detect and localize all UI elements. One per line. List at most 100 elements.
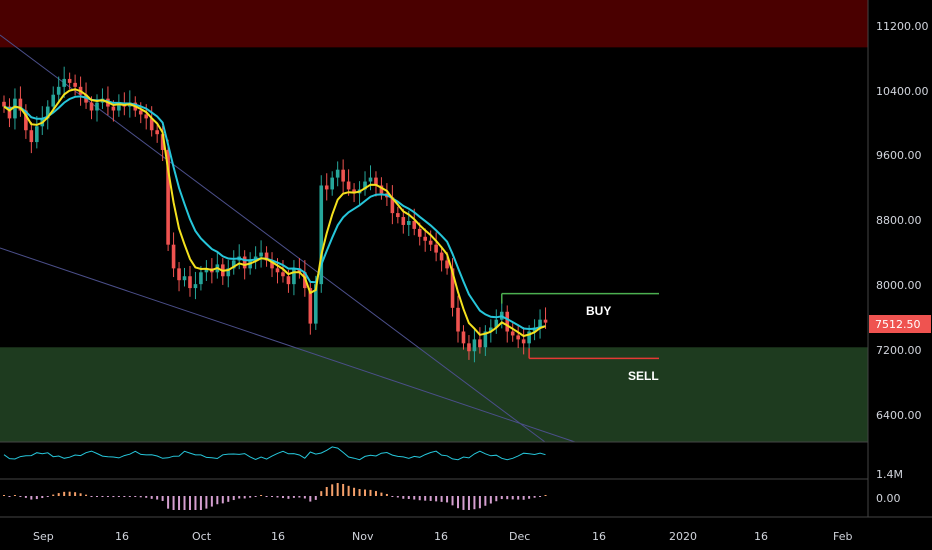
candle-body [494, 319, 499, 328]
histogram-bar [544, 495, 547, 496]
candle-body [456, 307, 460, 332]
histogram-bar [161, 496, 164, 501]
time-tick: 16 [754, 530, 768, 543]
candle-body [319, 185, 324, 285]
candle-body [406, 221, 411, 225]
histogram-bar [309, 496, 312, 502]
histogram-bar [117, 496, 120, 497]
candle-body [390, 197, 395, 214]
histogram-bar [183, 496, 186, 510]
histogram-bar [511, 496, 514, 500]
histogram-bar [369, 489, 372, 496]
candle-body [253, 256, 258, 261]
histogram-bar [24, 496, 27, 498]
histogram-bar [467, 496, 470, 510]
histogram-bar [52, 494, 55, 496]
candle-body [138, 110, 143, 115]
histogram-bar [112, 496, 115, 498]
candle-body [242, 256, 247, 269]
candle-body [155, 130, 159, 135]
histogram-bar [210, 496, 213, 507]
histogram-bar [265, 496, 268, 497]
histogram-bar [429, 496, 432, 501]
histogram-bar [221, 496, 224, 504]
histogram-bar [13, 495, 16, 496]
candle-body [275, 268, 280, 273]
histogram-bar [101, 496, 104, 497]
histogram-bar [533, 496, 536, 498]
price-tick: 9600.00 [876, 149, 922, 162]
histogram-bar [506, 496, 509, 500]
histogram-bar [473, 496, 476, 510]
time-tick: 16 [115, 530, 129, 543]
histogram-bar [172, 496, 175, 510]
candle-body [478, 339, 482, 348]
buy-label: BUY [586, 304, 611, 318]
candle-body [56, 86, 61, 95]
candle-body [95, 102, 99, 111]
histogram-bar [347, 485, 350, 496]
histogram-bar [95, 496, 98, 497]
candle-body [67, 78, 72, 83]
candle-body [13, 98, 17, 119]
candle-body [264, 252, 269, 261]
candle-body [166, 149, 170, 245]
candle-body [363, 181, 367, 190]
current-price-value: 7512.50 [875, 318, 921, 331]
histogram-bar [325, 486, 328, 496]
candle-body [204, 268, 209, 273]
candle-body [292, 268, 296, 285]
histogram-bar [106, 496, 109, 497]
candle-body [335, 169, 340, 178]
histogram-bar [205, 496, 208, 509]
histogram-bar [8, 496, 11, 497]
histogram-bar [407, 496, 410, 499]
histogram-bar [402, 496, 405, 499]
histogram-bar [435, 496, 438, 502]
candle-body [379, 185, 384, 194]
histogram-bar [68, 491, 71, 496]
ema-fast-line [3, 88, 546, 338]
candle-body [324, 185, 329, 190]
histogram-bar [292, 496, 295, 498]
histogram-bar [271, 496, 274, 497]
price-axis[interactable]: 11200.00 10400.00 9600.00 8800.00 8000.0… [869, 20, 931, 422]
time-tick: 16 [434, 530, 448, 543]
candle-body [346, 181, 351, 190]
histogram-bar [418, 496, 421, 501]
time-axis[interactable]: Sep 16 Oct 16 Nov 16 Dec 16 2020 16 Feb [33, 530, 852, 543]
histogram-bar [79, 493, 82, 496]
candle-body [89, 102, 94, 111]
oscillator-axis-tick: 0.00 [876, 492, 901, 505]
candle-body [467, 343, 471, 352]
histogram-bar [90, 496, 93, 497]
histogram-bar [41, 496, 44, 499]
histogram-bar [232, 496, 235, 501]
price-tick: 8000.00 [876, 279, 922, 292]
histogram-bar [254, 496, 257, 497]
candle-body [7, 106, 12, 119]
candle-body [341, 169, 345, 182]
histogram-bar [85, 494, 88, 496]
histogram-bar [364, 489, 367, 496]
histogram-bar [380, 492, 383, 496]
histogram-bar [145, 496, 148, 498]
candle-body [401, 217, 406, 225]
candle-body [51, 94, 56, 107]
histogram-bar [528, 496, 531, 499]
histogram-bar [358, 489, 361, 496]
histogram-bar [30, 496, 33, 500]
candle-body [516, 335, 520, 340]
candle-body [330, 177, 334, 190]
candle-body [417, 228, 422, 237]
histogram-bar [249, 496, 252, 498]
histogram-bar [298, 496, 301, 498]
histogram-bar [374, 491, 377, 496]
candle-body [461, 331, 466, 344]
candle-body [188, 276, 192, 289]
candle-body [505, 311, 510, 332]
resistance-zone [0, 0, 868, 48]
histogram-bar [74, 492, 77, 496]
candle-body [226, 268, 231, 277]
